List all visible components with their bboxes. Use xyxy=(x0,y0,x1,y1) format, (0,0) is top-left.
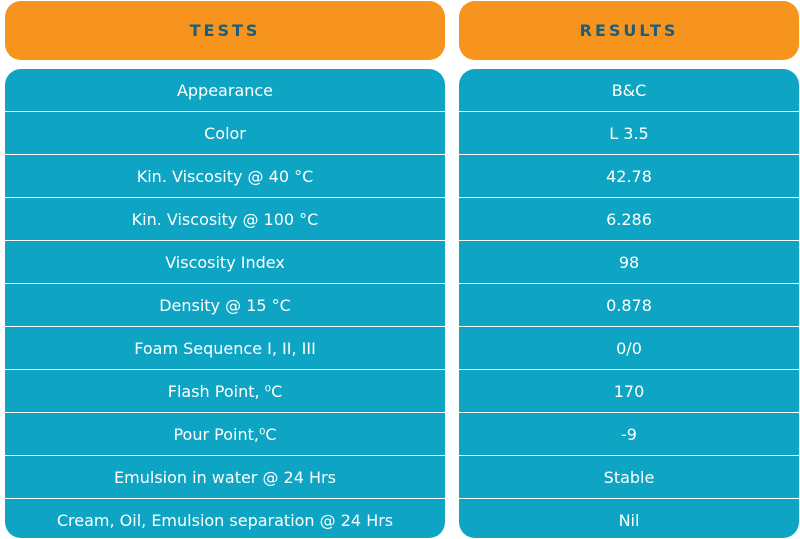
test-cell-density: Density @ 15 °C xyxy=(5,284,445,327)
result-cell-appearance: B&C xyxy=(459,69,799,112)
result-cell-kin-viscosity-100: 6.286 xyxy=(459,198,799,241)
result-cell-density: 0.878 xyxy=(459,284,799,327)
result-cell-foam-sequence: 0/0 xyxy=(459,327,799,370)
test-cell-flash-point: Flash Point, ⁰C xyxy=(5,370,445,413)
test-cell-emulsion-separation: Cream, Oil, Emulsion separation @ 24 Hrs xyxy=(56,510,394,530)
test-cell-pour-point: Pour Point,⁰C xyxy=(5,413,445,456)
test-cell-appearance: Appearance xyxy=(5,69,445,112)
results-column: B&C L 3.5 42.78 6.286 98 0.878 0/0 170 -… xyxy=(459,69,799,538)
result-cell-pour-point: -9 xyxy=(459,413,799,456)
result-cell-flash-point: 170 xyxy=(459,370,799,413)
test-cell-kin-viscosity-40: Kin. Viscosity @ 40 °C xyxy=(5,155,445,198)
test-cell-color: Color xyxy=(5,112,445,155)
results-header: RESULTS xyxy=(459,1,799,60)
result-cell-emulsion-separation: Nil xyxy=(618,510,640,530)
test-cell-kin-viscosity-100: Kin. Viscosity @ 100 °C xyxy=(5,198,445,241)
tests-header: TESTS xyxy=(5,1,445,60)
result-cell-viscosity-index: 98 xyxy=(459,241,799,284)
test-cell-foam-sequence: Foam Sequence I, II, III xyxy=(5,327,445,370)
test-cell-emulsion-water: Emulsion in water @ 24 Hrs xyxy=(5,456,445,499)
tests-column: Appearance Color Kin. Viscosity @ 40 °C … xyxy=(5,69,445,538)
result-cell-emulsion-water: Stable xyxy=(459,456,799,499)
result-cell-kin-viscosity-40: 42.78 xyxy=(459,155,799,198)
test-cell-viscosity-index: Viscosity Index xyxy=(5,241,445,284)
result-cell-color: L 3.5 xyxy=(459,112,799,155)
